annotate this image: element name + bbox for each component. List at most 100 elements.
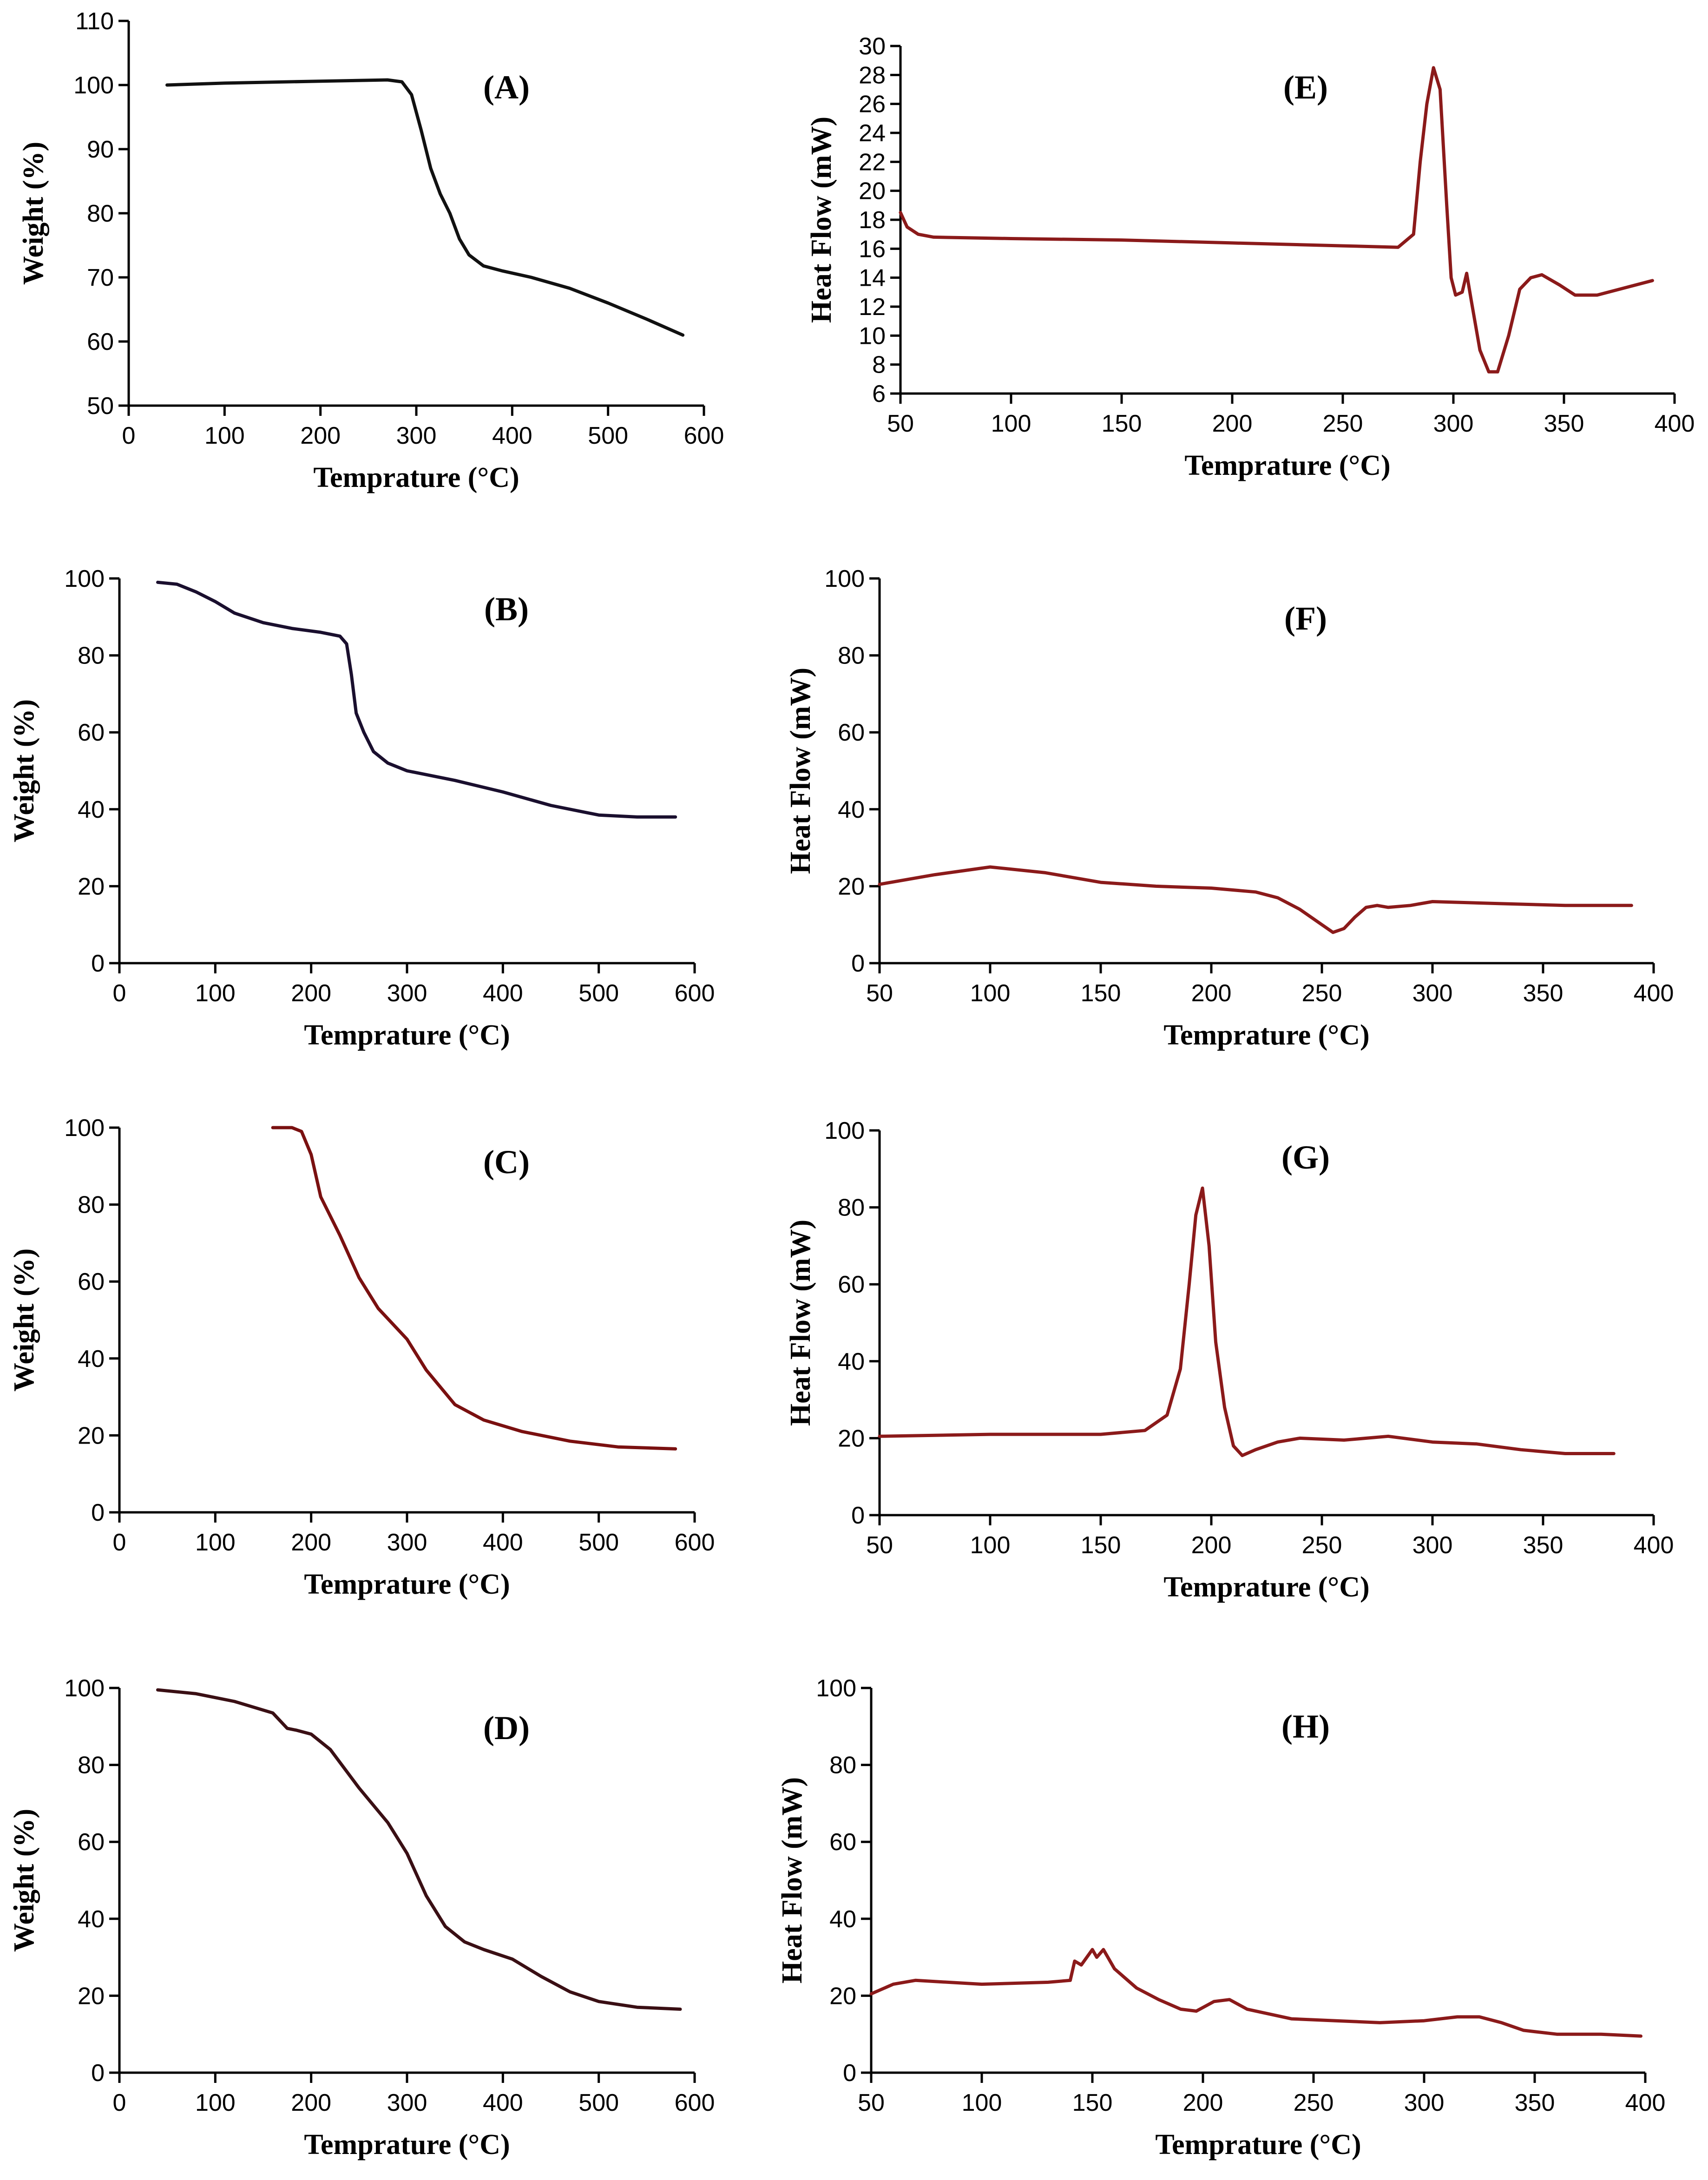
series-line-dsc (878, 1186, 1616, 1458)
x-tick-label: 350 (1544, 410, 1584, 437)
x-tick-label: 300 (1433, 410, 1474, 437)
panel-label: (C) (483, 1143, 530, 1181)
y-axis-title: Weight (%) (8, 699, 40, 842)
y-axis-title: Heat Flow (mW) (806, 117, 837, 323)
y-tick-label: 100 (73, 72, 114, 99)
x-tick-label: 0 (113, 2089, 126, 2116)
y-tick-label: 30 (859, 33, 886, 60)
x-tick-label: 100 (204, 422, 245, 449)
chart-d: 0 100 200 300 400 500 600 0 20 40 60 80 100 Tempratur… (8, 1675, 715, 2160)
x-tick-label: 0 (113, 980, 126, 1007)
x-tick-label: 150 (1102, 410, 1142, 437)
y-tick-label: 40 (78, 1346, 105, 1372)
y-tick-label: 60 (838, 719, 865, 746)
x-tick-label: 200 (291, 2089, 331, 2116)
y-tick-label: 0 (91, 950, 105, 977)
chart-f: 50 100 150 200 250 300 350 400 0 20 40 60 80 100 Tempr… (785, 565, 1674, 1051)
y-axis-title: Heat Flow (mW) (785, 668, 816, 874)
panel-label: (G) (1281, 1139, 1330, 1176)
y-tick-label: 6 (872, 381, 886, 407)
y-tick-label: 60 (838, 1271, 865, 1298)
x-tick-label: 100 (970, 980, 1011, 1007)
x-tick-label: 200 (1191, 1532, 1232, 1559)
y-tick-label: 90 (87, 136, 114, 163)
y-tick-label: 100 (816, 1675, 856, 1702)
y-tick-label: 40 (78, 796, 105, 823)
x-axis-title: Temprature (°C) (1163, 1571, 1369, 1603)
y-tick-label: 20 (859, 178, 886, 205)
y-tick-label: 40 (838, 1348, 865, 1375)
x-tick-label: 0 (122, 422, 136, 449)
x-tick-label: 200 (291, 1529, 331, 1556)
x-tick-label: 150 (1072, 2089, 1113, 2116)
chart-g: 50 100 150 200 250 300 350 400 0 20 40 60 80 100 Tempr… (785, 1117, 1674, 1603)
chart-e: 50 100 150 200 250 300 350 40068101214161820222… (806, 33, 1695, 481)
y-tick-label: 60 (78, 719, 105, 746)
x-axis-title: Temprature (°C) (1184, 450, 1390, 481)
x-tick-label: 350 (1523, 980, 1563, 1007)
y-tick-label: 20 (78, 1422, 105, 1449)
chart-h: 50 100 150 200 250 300 350 400 0 20 40 60 80 100 Tempr… (776, 1675, 1665, 2160)
x-axis-title: Temprature (°C) (1155, 2129, 1361, 2160)
x-tick-label: 250 (1323, 410, 1363, 437)
y-tick-label: 40 (78, 1906, 105, 1933)
y-tick-label: 80 (838, 643, 865, 670)
y-tick-label: 0 (91, 2060, 105, 2087)
panel-label: (F) (1284, 600, 1327, 637)
x-tick-label: 350 (1515, 2089, 1555, 2116)
x-tick-label: 250 (1294, 2089, 1334, 2116)
y-axis-title: Weight (%) (8, 1809, 40, 1952)
x-tick-label: 150 (1081, 1532, 1121, 1559)
y-tick-label: 40 (838, 796, 865, 823)
x-tick-label: 400 (1655, 410, 1695, 437)
x-tick-label: 600 (675, 980, 715, 1007)
y-tick-label: 100 (824, 565, 865, 592)
series-line-tga (165, 78, 685, 337)
y-tick-label: 60 (78, 1829, 105, 1856)
chart-a: 0 100 200 300 400 500 600 50 60 70 80 90 100 110 Tempr… (18, 8, 724, 493)
y-tick-label: 100 (64, 1115, 105, 1142)
y-tick-label: 26 (859, 91, 886, 118)
y-tick-label: 20 (838, 873, 865, 900)
x-axis-title: Temprature (°C) (304, 1569, 510, 1600)
x-axis-title: Temprature (°C) (313, 462, 519, 493)
y-tick-label: 60 (829, 1829, 856, 1856)
x-tick-label: 500 (578, 1529, 619, 1556)
x-tick-label: 200 (300, 422, 341, 449)
series-line-dsc (899, 66, 1654, 374)
x-tick-label: 600 (675, 2089, 715, 2116)
y-tick-label: 16 (859, 236, 886, 263)
y-tick-label: 20 (78, 873, 105, 900)
y-tick-label: 80 (829, 1752, 856, 1779)
x-tick-label: 600 (675, 1529, 715, 1556)
y-tick-label: 80 (87, 200, 114, 227)
x-tick-label: 100 (195, 980, 236, 1007)
x-tick-label: 250 (1302, 1532, 1342, 1559)
y-tick-label: 100 (824, 1117, 865, 1144)
y-tick-label: 100 (64, 565, 105, 592)
x-tick-label: 300 (1412, 1532, 1453, 1559)
x-axis-title: Temprature (°C) (304, 2129, 510, 2160)
x-tick-label: 400 (1625, 2089, 1666, 2116)
y-tick-label: 0 (851, 1502, 865, 1529)
y-axis-title: Heat Flow (mW) (776, 1777, 808, 1983)
y-tick-label: 20 (838, 1425, 865, 1452)
y-tick-label: 80 (78, 1192, 105, 1219)
y-axis-title: Weight (%) (8, 1248, 40, 1392)
panel-label: (H) (1281, 1708, 1330, 1745)
x-tick-label: 100 (991, 410, 1031, 437)
x-tick-label: 200 (291, 980, 331, 1007)
x-tick-label: 400 (492, 422, 532, 449)
y-tick-label: 70 (87, 264, 114, 291)
y-tick-label: 50 (87, 393, 114, 420)
series-line-tga (156, 580, 677, 819)
y-tick-label: 80 (78, 1752, 105, 1779)
x-tick-label: 200 (1212, 410, 1253, 437)
x-tick-label: 500 (578, 2089, 619, 2116)
x-tick-label: 50 (887, 410, 914, 437)
panel-label: (D) (483, 1709, 530, 1747)
x-tick-label: 0 (113, 1529, 126, 1556)
x-tick-label: 300 (396, 422, 437, 449)
x-tick-label: 50 (866, 980, 893, 1007)
